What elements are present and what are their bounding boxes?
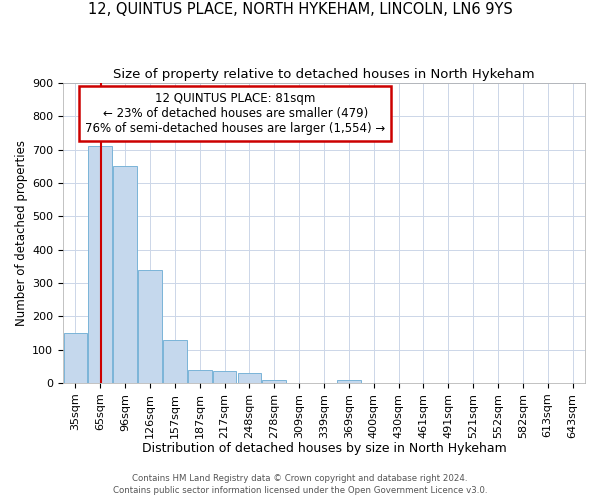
X-axis label: Distribution of detached houses by size in North Hykeham: Distribution of detached houses by size … [142, 442, 506, 455]
Bar [163, 340, 187, 383]
Y-axis label: Number of detached properties: Number of detached properties [15, 140, 28, 326]
Bar [238, 373, 261, 383]
Bar [213, 372, 236, 383]
Title: Size of property relative to detached houses in North Hykeham: Size of property relative to detached ho… [113, 68, 535, 80]
Text: 12, QUINTUS PLACE, NORTH HYKEHAM, LINCOLN, LN6 9YS: 12, QUINTUS PLACE, NORTH HYKEHAM, LINCOL… [88, 2, 512, 18]
Bar [262, 380, 286, 383]
Text: Contains HM Land Registry data © Crown copyright and database right 2024.
Contai: Contains HM Land Registry data © Crown c… [113, 474, 487, 495]
Bar [188, 370, 212, 383]
Bar [113, 166, 137, 383]
Bar [138, 270, 162, 383]
Bar [88, 146, 112, 383]
Bar [337, 380, 361, 383]
Bar [64, 333, 87, 383]
Text: 12 QUINTUS PLACE: 81sqm
← 23% of detached houses are smaller (479)
76% of semi-d: 12 QUINTUS PLACE: 81sqm ← 23% of detache… [85, 92, 385, 135]
